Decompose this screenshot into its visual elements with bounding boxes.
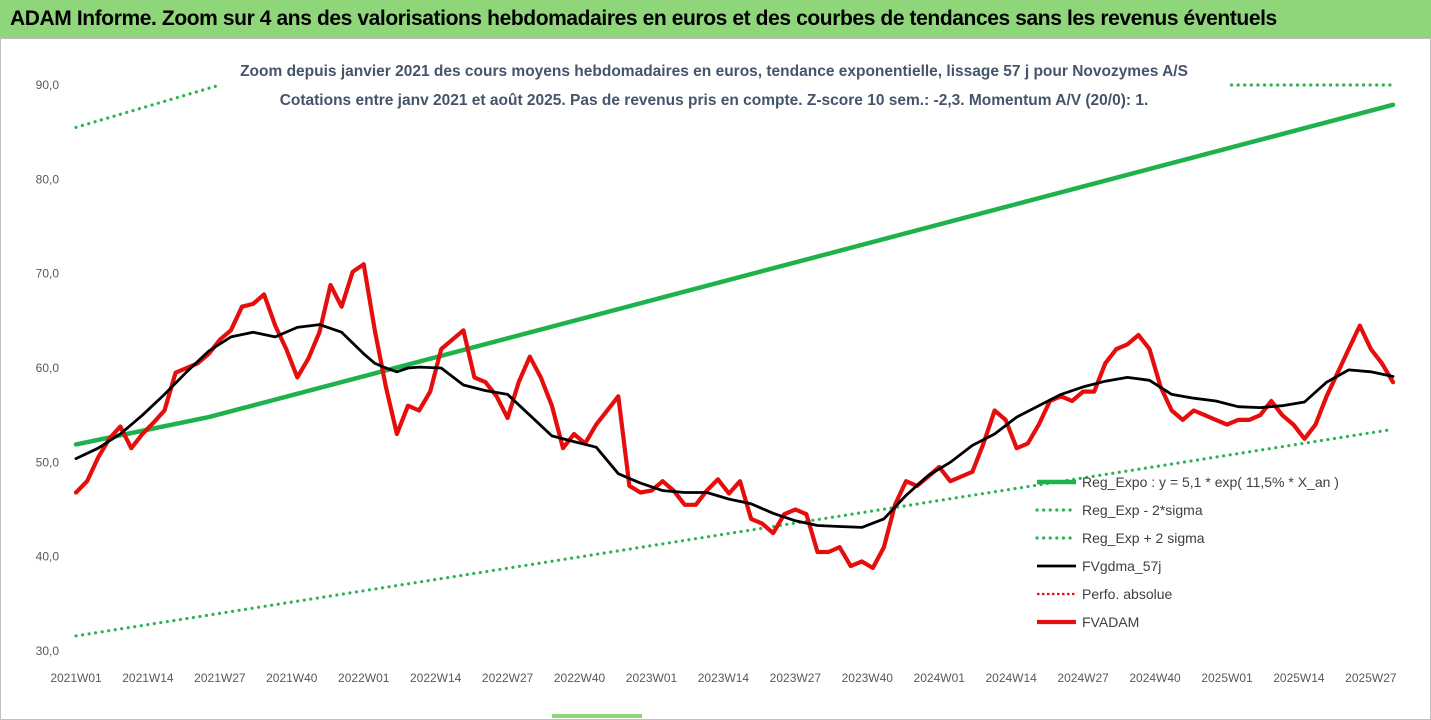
x-tick-label: 2021W27 xyxy=(194,671,246,685)
y-tick-label: 40,0 xyxy=(36,550,60,564)
legend-label: FVgdma_57j xyxy=(1082,558,1161,574)
x-tick-label: 2021W14 xyxy=(122,671,174,685)
x-tick-label: 2023W40 xyxy=(842,671,894,685)
y-tick-label: 30,0 xyxy=(36,644,60,658)
x-tick-label: 2024W27 xyxy=(1057,671,1109,685)
y-axis: 30,0 40,0 50,0 60,0 70,0 80,0 90,0 xyxy=(36,78,60,658)
legend: Reg_Expo : y = 5,1 * exp( 11,5% * X_an )… xyxy=(1035,474,1339,630)
series-reg-expo xyxy=(73,102,1396,447)
y-tick-label: 90,0 xyxy=(36,78,60,92)
x-tick-label: 2022W14 xyxy=(410,671,462,685)
x-tick-label: 2025W01 xyxy=(1201,671,1253,685)
legend-label: FVADAM xyxy=(1082,614,1139,630)
y-tick-label: 50,0 xyxy=(36,455,60,469)
x-tick-label: 2024W14 xyxy=(985,671,1037,685)
report-title: ADAM Informe. Zoom sur 4 ans des valoris… xyxy=(10,7,1277,30)
x-tick-label: 2022W01 xyxy=(338,671,390,685)
legend-label: Reg_Exp - 2*sigma xyxy=(1082,502,1203,518)
x-tick-label: 2023W14 xyxy=(698,671,750,685)
legend-label: Reg_Exp + 2 sigma xyxy=(1082,530,1205,546)
footer-accent xyxy=(552,714,642,718)
x-tick-label: 2025W14 xyxy=(1273,671,1325,685)
x-tick-label: 2023W27 xyxy=(770,671,822,685)
series-fvadam xyxy=(73,262,1396,571)
chart-area: Zoom depuis janvier 2021 des cours moyen… xyxy=(0,38,1431,720)
x-tick-label: 2022W27 xyxy=(482,671,534,685)
x-tick-label: 2024W40 xyxy=(1129,671,1181,685)
y-tick-label: 80,0 xyxy=(36,172,60,186)
chart-title-line-1: Zoom depuis janvier 2021 des cours moyen… xyxy=(240,63,1188,80)
x-tick-label: 2025W27 xyxy=(1345,671,1397,685)
report-header: ADAM Informe. Zoom sur 4 ans des valoris… xyxy=(0,0,1431,39)
y-tick-label: 60,0 xyxy=(36,361,60,375)
legend-label: Reg_Expo : y = 5,1 * exp( 11,5% * X_an ) xyxy=(1082,474,1339,490)
x-axis: 2021W01 2021W14 2021W27 2021W40 2022W01 2022W… xyxy=(50,671,1397,685)
chart-title-line-2: Cotations entre janv 2021 et août 2025. … xyxy=(280,92,1149,109)
x-tick-label: 2024W01 xyxy=(914,671,966,685)
legend-label: Perfo. absolue xyxy=(1082,586,1172,602)
series-fvgdma-57j xyxy=(74,323,1395,529)
series-reg-exp-minus-2sigma xyxy=(74,427,1395,638)
x-tick-label: 2021W40 xyxy=(266,671,318,685)
series-layer xyxy=(73,83,1396,638)
x-tick-label: 2021W01 xyxy=(50,671,102,685)
x-tick-label: 2023W01 xyxy=(626,671,678,685)
x-tick-label: 2022W40 xyxy=(554,671,606,685)
line-chart: Zoom depuis janvier 2021 des cours moyen… xyxy=(36,63,1397,685)
y-tick-label: 70,0 xyxy=(36,267,60,281)
